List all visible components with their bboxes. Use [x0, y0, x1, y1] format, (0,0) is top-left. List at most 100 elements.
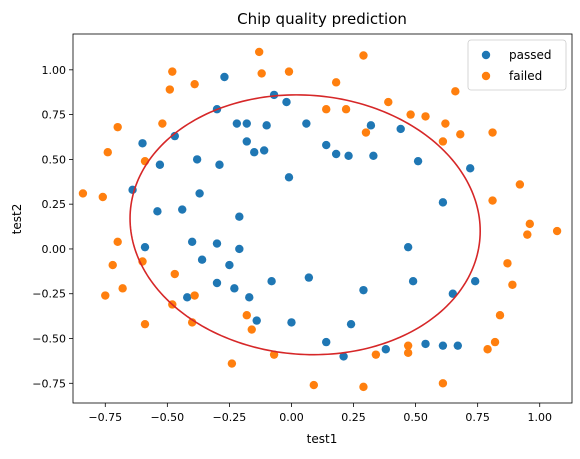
axes: −0.75 −0.50 −0.25 0.00 0.25 0.50 0.75 1.00 −0.75… [32, 33, 573, 424]
data-point-failed [284, 67, 294, 76]
data-point-passed [322, 337, 331, 347]
data-point-failed [254, 47, 264, 57]
data-point-passed [252, 316, 261, 325]
data-point-failed [552, 226, 562, 236]
data-point-failed [503, 259, 512, 268]
data-point-failed [242, 311, 251, 320]
data-point-failed [158, 119, 167, 128]
data-point-passed [212, 278, 222, 288]
data-point-failed [438, 379, 448, 388]
data-point-failed [359, 382, 368, 392]
y-tick-label: 0.25 [42, 198, 67, 211]
data-point-passed [284, 173, 294, 182]
data-point-passed [215, 160, 224, 169]
data-point-passed [381, 345, 391, 354]
data-point-passed [287, 318, 296, 327]
data-point-passed [197, 255, 207, 264]
data-point-failed [371, 350, 381, 359]
plot-area [78, 47, 562, 392]
data-point-failed [113, 122, 122, 132]
data-point-passed [170, 131, 179, 141]
data-point-passed [421, 339, 430, 349]
data-point-failed [108, 260, 117, 270]
data-point-passed [232, 119, 242, 128]
data-point-passed [155, 160, 165, 169]
data-point-passed [153, 207, 162, 216]
data-point-failed [113, 237, 122, 246]
data-point-failed [421, 112, 430, 121]
decision-boundary [129, 94, 482, 356]
data-point-passed [396, 124, 405, 134]
data-point-failed [488, 128, 497, 137]
data-point-failed [508, 280, 517, 289]
x-tick-label: 1.00 [527, 411, 552, 424]
x-tick-label: −0.50 [150, 411, 184, 424]
data-point-failed [483, 345, 492, 354]
data-point-passed [212, 239, 222, 248]
y-tick-label: 0.75 [42, 109, 67, 122]
x-axis-label: test1 [307, 432, 338, 446]
data-point-passed [230, 284, 239, 293]
series-passed [128, 72, 480, 361]
data-point-passed [344, 151, 353, 161]
legend-marker-failed [481, 71, 491, 81]
data-point-passed [242, 119, 251, 128]
data-point-failed [451, 87, 460, 96]
data-point-passed [304, 273, 314, 282]
x-tick-label: 0.25 [341, 411, 366, 424]
data-point-failed [247, 325, 256, 334]
legend-marker-passed [481, 50, 491, 60]
data-point-passed [438, 198, 448, 207]
data-point-failed [103, 148, 112, 157]
legend-label-failed: failed [509, 69, 542, 83]
series-failed [78, 47, 562, 392]
x-tick-label: −0.25 [213, 411, 247, 424]
y-axis-label: test2 [10, 204, 24, 235]
legend-box [467, 39, 567, 91]
y-tick-label: −0.25 [32, 288, 66, 301]
data-point-passed [448, 289, 458, 298]
data-point-passed [187, 237, 197, 246]
data-point-passed [183, 293, 192, 302]
data-point-passed [262, 121, 271, 130]
data-point-failed [165, 85, 175, 94]
data-point-failed [170, 269, 179, 279]
data-point-failed [515, 180, 525, 189]
data-point-failed [495, 311, 505, 320]
data-point-passed [408, 276, 418, 286]
data-point-passed [359, 285, 368, 295]
data-point-failed [441, 119, 450, 128]
x-tick-label: 0.75 [465, 411, 490, 424]
data-point-passed [250, 148, 259, 157]
x-tick-label: −0.75 [88, 411, 122, 424]
data-point-passed [339, 352, 348, 361]
data-point-passed [140, 242, 150, 252]
data-point-passed [245, 293, 254, 302]
data-point-failed [359, 51, 368, 60]
data-point-failed [403, 348, 413, 358]
data-point-passed [235, 244, 244, 254]
y-tick-label: 0.50 [42, 153, 67, 166]
data-point-passed [453, 341, 462, 350]
data-point-failed [78, 189, 88, 198]
axes-frame [72, 33, 573, 404]
data-point-passed [138, 139, 147, 148]
data-point-failed [525, 219, 534, 229]
data-point-passed [220, 72, 229, 82]
data-point-passed [267, 276, 276, 286]
y-tick-label: 0.00 [42, 243, 67, 256]
data-point-failed [322, 105, 331, 114]
data-point-passed [366, 121, 376, 130]
data-point-failed [190, 291, 199, 300]
data-point-passed [242, 137, 251, 146]
data-point-failed [341, 105, 351, 114]
y-tick-label: −0.75 [32, 377, 66, 390]
data-point-passed [195, 189, 204, 198]
y-tick-label: 1.00 [42, 64, 67, 77]
x-tick-label: 0.00 [279, 411, 304, 424]
data-point-failed [406, 110, 415, 119]
chart-title: Chip quality prediction [237, 10, 407, 28]
data-point-failed [331, 78, 341, 87]
data-point-passed [269, 90, 279, 100]
